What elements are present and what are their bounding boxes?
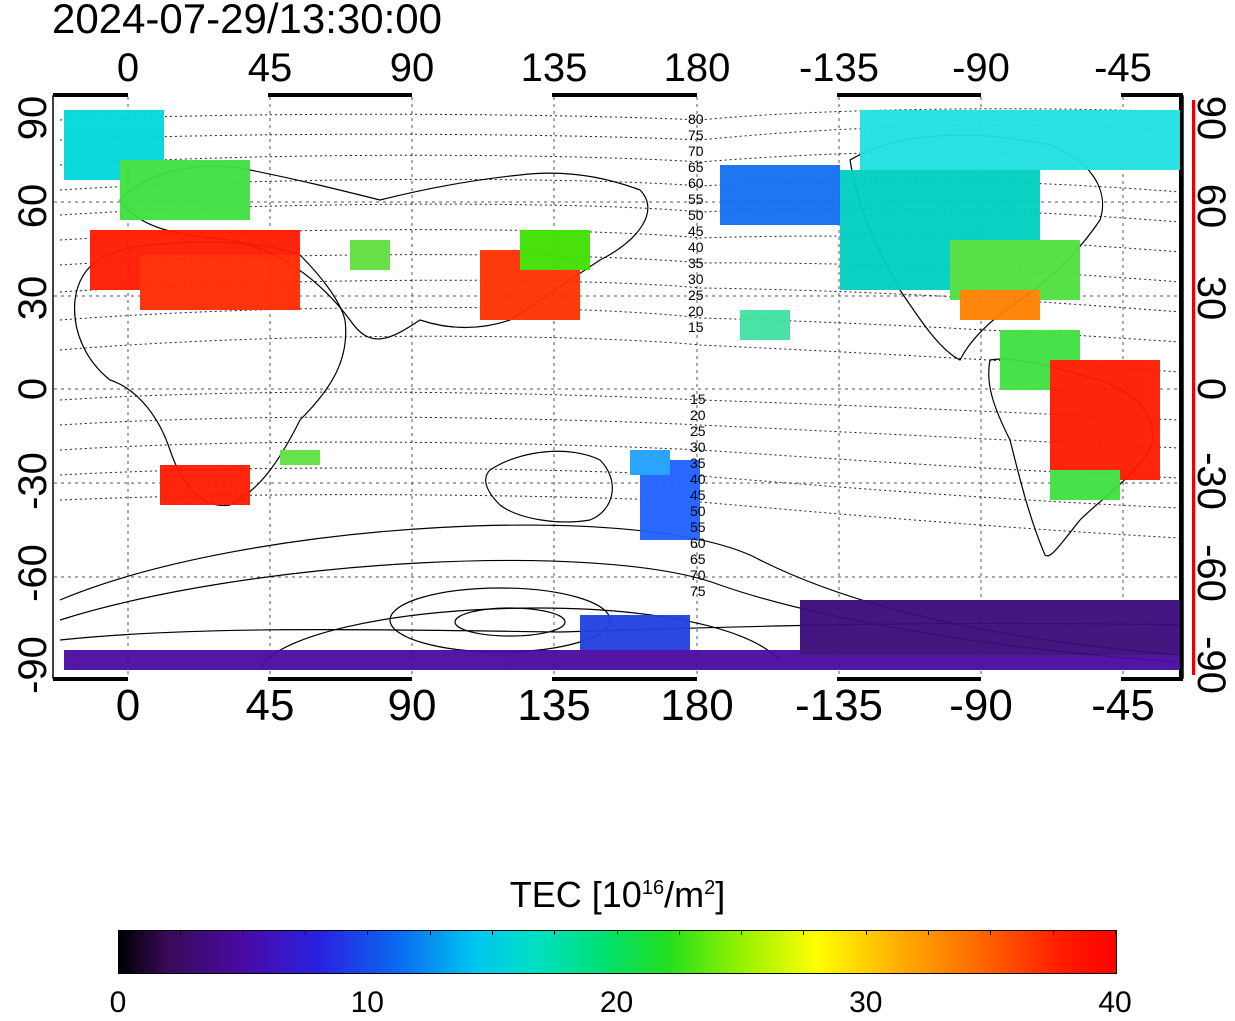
contour-label-south-2: 25	[690, 423, 706, 439]
colorbar-minor-tick	[242, 930, 244, 935]
eurasia-outline	[119, 165, 649, 340]
bottom-tick-label-7: -45	[1091, 681, 1155, 730]
colorbar-minor-tick	[803, 930, 805, 935]
colorbar-tick-label-1: 10	[350, 986, 384, 1019]
top-tick-label-6: -90	[952, 46, 1010, 90]
tec-patch	[280, 450, 320, 465]
colorbar-minor-tick	[304, 930, 306, 935]
australia-outline	[485, 450, 613, 523]
map-title: 2024-07-29/13:30:00	[52, 0, 442, 42]
colorbar-tick-label-0: 0	[109, 986, 127, 1019]
bottom-tick-label-2: 90	[387, 681, 437, 730]
contour-label-north-4: 60	[688, 175, 704, 191]
contour-label-south-11: 70	[690, 567, 706, 583]
contour-label-south-6: 45	[690, 487, 706, 503]
contour-label-south-3: 30	[690, 439, 706, 455]
tec-patch	[350, 240, 390, 270]
contour-label-south-12: 75	[690, 583, 706, 599]
contour-label-north-6: 50	[688, 207, 704, 223]
tec-patch	[1050, 470, 1120, 500]
tec-patch	[580, 615, 690, 650]
colorbar-minor-tick	[180, 930, 182, 935]
frame-border-bars	[53, 93, 1195, 681]
bottom-tick-label-6: -90	[949, 681, 1013, 730]
colorbar-minor-tick	[1052, 930, 1054, 935]
tec-patch	[630, 450, 670, 475]
contour-label-north-13: 15	[688, 319, 704, 335]
contour-label-north-11: 25	[688, 287, 704, 303]
contour-label-south-10: 65	[690, 551, 706, 567]
tec-colorbar	[118, 930, 1117, 974]
colorbar-minor-tick	[741, 930, 743, 935]
colorbar-tick-label-4: 40	[1098, 986, 1132, 1019]
tec-patch	[740, 310, 790, 340]
tec-patch	[720, 165, 840, 225]
contour-label-north-3: 65	[688, 159, 704, 175]
top-tick-label-0: 0	[116, 46, 140, 90]
colorbar-minor-tick	[118, 930, 119, 935]
bottom-tick-label-1: 45	[245, 681, 295, 730]
contour-label-north-1: 75	[688, 127, 704, 143]
contour-label-south-0: 15	[690, 391, 706, 407]
colorbar-title: TEC [1016/m2]	[0, 866, 1235, 917]
top-tick-label-1: 45	[247, 46, 293, 90]
contour-label-north-7: 45	[688, 223, 704, 239]
top-tick-label-2: 90	[389, 46, 435, 90]
contour-label-north-10: 30	[688, 271, 704, 287]
colorbar-tick-label-3: 30	[849, 986, 883, 1019]
colorbar-minor-tick	[429, 930, 431, 935]
contour-label-south-9: 60	[690, 535, 706, 551]
contour-label-north-2: 70	[688, 143, 704, 159]
colorbar-label-end: ]	[715, 874, 726, 915]
tec-patch	[960, 290, 1040, 320]
bottom-tick-label-4: 180	[660, 681, 734, 730]
colorbar-tick-label-2: 20	[599, 986, 634, 1019]
top-tick-label-5: -135	[798, 46, 880, 90]
bottom-tick-label-3: 135	[517, 681, 591, 730]
colorbar-minor-tick	[491, 930, 493, 935]
colorbar-minor-tick	[1115, 930, 1116, 935]
colorbar-minor-tick	[678, 930, 680, 935]
contour-label-south-8: 55	[690, 519, 706, 535]
tec-patch	[120, 160, 250, 220]
contour-label-north-12: 20	[688, 303, 704, 319]
tec-patch	[800, 600, 1180, 655]
bottom-tick-label-5: -135	[794, 681, 884, 730]
colorbar-minor-tick	[928, 930, 930, 935]
contour-label-group: 8075706560555045403530252015152025303540…	[688, 111, 706, 599]
colorbar-minor-tick	[616, 930, 618, 935]
top-tick-label-4: 180	[663, 46, 731, 90]
top-tick-label-7: -45	[1094, 46, 1152, 90]
colorbar-minor-tick	[990, 930, 992, 935]
colorbar-minor-tick	[367, 930, 369, 935]
tec-world-map: 8075706560555045403530252015152025303540…	[52, 93, 1195, 681]
tec-patch	[860, 110, 1180, 170]
tec-patches	[64, 110, 1180, 670]
tec-patch	[160, 465, 250, 505]
contour-label-south-1: 20	[690, 407, 706, 423]
contour-label-north-0: 80	[688, 111, 704, 127]
colorbar-minor-tick	[865, 930, 867, 935]
contour-label-south-5: 40	[690, 471, 706, 487]
contour-label-north-5: 55	[688, 191, 704, 207]
colorbar-label-exp1: 16	[641, 877, 665, 899]
colorbar-label-main: TEC [10	[509, 874, 642, 915]
colorbar-label-exp2: 2	[704, 877, 716, 899]
tec-patch	[140, 255, 300, 310]
contour-label-north-8: 40	[688, 239, 704, 255]
tec-patch	[1050, 360, 1160, 480]
top-tick-label-3: 135	[520, 46, 588, 90]
bottom-tick-label-0: 0	[115, 681, 141, 730]
contour-label-south-4: 35	[690, 455, 706, 471]
contour-label-north-9: 35	[688, 255, 704, 271]
colorbar-minor-tick	[554, 930, 556, 935]
contour-label-south-7: 50	[690, 503, 706, 519]
colorbar-label-mid: /m	[664, 874, 705, 915]
tec-patch	[520, 230, 590, 270]
